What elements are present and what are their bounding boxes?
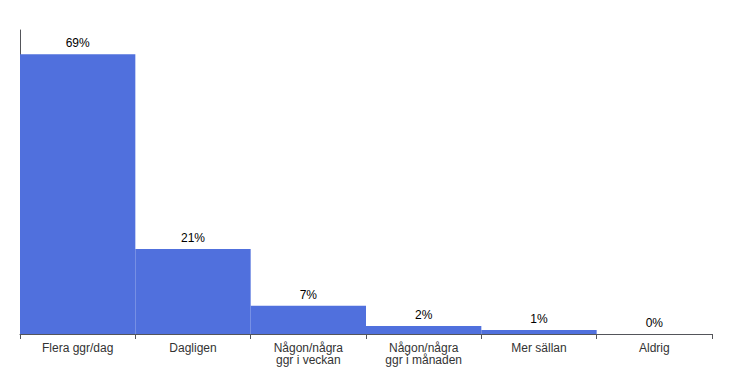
svg-text:7%: 7%: [300, 288, 318, 302]
svg-text:21%: 21%: [181, 231, 205, 245]
svg-text:Någon/några: Någon/några: [389, 341, 459, 355]
svg-text:Mer sällan: Mer sällan: [511, 341, 566, 355]
svg-text:0%: 0%: [646, 316, 664, 330]
svg-text:Aldrig: Aldrig: [639, 341, 670, 355]
svg-text:Flera ggr/dag: Flera ggr/dag: [42, 341, 113, 355]
svg-text:69%: 69%: [66, 36, 90, 50]
svg-text:Dagligen: Dagligen: [169, 341, 216, 355]
svg-text:1%: 1%: [530, 312, 548, 326]
svg-text:2%: 2%: [415, 308, 433, 322]
svg-text:ggr i månaden: ggr i månaden: [385, 353, 462, 367]
svg-text:ggr i veckan: ggr i veckan: [276, 353, 341, 367]
svg-text:Någon/några: Någon/några: [273, 341, 343, 355]
